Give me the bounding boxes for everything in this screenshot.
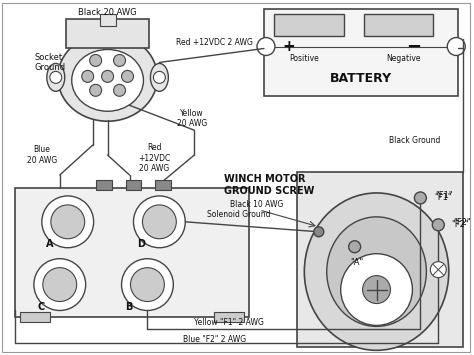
Polygon shape	[297, 172, 463, 347]
Text: C: C	[38, 301, 45, 311]
Circle shape	[314, 227, 324, 237]
Text: Black 20 AWG: Black 20 AWG	[78, 8, 137, 17]
Text: D: D	[137, 239, 146, 249]
Text: Blue "F2" 2 AWG: Blue "F2" 2 AWG	[182, 335, 246, 344]
Bar	[66, 18, 149, 49]
Circle shape	[363, 275, 391, 304]
Text: WINCH MOTOR
GROUND SCREW: WINCH MOTOR GROUND SCREW	[224, 174, 315, 196]
Text: Black 10 AWG: Black 10 AWG	[230, 200, 284, 209]
Text: A: A	[46, 239, 53, 249]
Circle shape	[349, 241, 361, 253]
Ellipse shape	[58, 34, 157, 121]
Ellipse shape	[47, 64, 65, 91]
Circle shape	[101, 70, 114, 82]
Circle shape	[121, 259, 173, 311]
Ellipse shape	[72, 49, 144, 111]
Ellipse shape	[150, 64, 168, 91]
Circle shape	[414, 192, 427, 204]
Text: Red +12VDC 2 AWG: Red +12VDC 2 AWG	[176, 38, 253, 47]
Bar	[214, 312, 244, 322]
Ellipse shape	[304, 193, 449, 350]
Circle shape	[50, 71, 62, 83]
Circle shape	[447, 38, 465, 55]
Text: "F2": "F2"	[453, 218, 471, 227]
Text: "F2": "F2"	[451, 220, 469, 229]
Bar	[96, 180, 111, 190]
Text: BATTERY: BATTERY	[329, 72, 392, 85]
Text: Blue
20 AWG: Blue 20 AWG	[27, 146, 57, 165]
Text: −: −	[406, 38, 421, 55]
Circle shape	[90, 84, 101, 96]
Circle shape	[34, 259, 86, 311]
Text: Solenoid Ground: Solenoid Ground	[207, 211, 271, 219]
Text: Socket
Ground: Socket Ground	[35, 53, 66, 72]
Circle shape	[90, 54, 101, 66]
Bar	[274, 13, 344, 36]
Circle shape	[134, 196, 185, 248]
Bar	[100, 13, 116, 26]
Text: Yellow
20 AWG: Yellow 20 AWG	[177, 109, 208, 128]
Circle shape	[432, 219, 444, 231]
Bar	[364, 13, 433, 36]
Circle shape	[114, 84, 126, 96]
Text: Black Ground: Black Ground	[389, 136, 440, 144]
Circle shape	[51, 205, 85, 239]
Text: "F1": "F1"	[435, 191, 453, 201]
Circle shape	[341, 254, 412, 326]
Bar	[15, 188, 249, 317]
Circle shape	[130, 268, 164, 301]
Text: Yellow "F1" 2 AWG: Yellow "F1" 2 AWG	[194, 318, 264, 327]
Circle shape	[43, 268, 77, 301]
Text: Negative: Negative	[386, 54, 421, 63]
Text: Positive: Positive	[289, 54, 319, 63]
Bar	[155, 180, 171, 190]
Ellipse shape	[327, 217, 427, 327]
Circle shape	[82, 70, 94, 82]
Text: +: +	[283, 39, 295, 54]
Bar	[126, 180, 141, 190]
Bar	[20, 312, 50, 322]
Text: Red
+12VDC
20 AWG: Red +12VDC 20 AWG	[138, 143, 171, 173]
Bar	[264, 9, 458, 96]
Circle shape	[42, 196, 94, 248]
Circle shape	[114, 54, 126, 66]
Circle shape	[143, 205, 176, 239]
Circle shape	[257, 38, 275, 55]
Circle shape	[430, 262, 447, 278]
Text: "A": "A"	[350, 258, 363, 267]
Text: "F1": "F1"	[434, 193, 452, 202]
Circle shape	[154, 71, 165, 83]
Text: B: B	[126, 301, 133, 311]
Circle shape	[121, 70, 134, 82]
